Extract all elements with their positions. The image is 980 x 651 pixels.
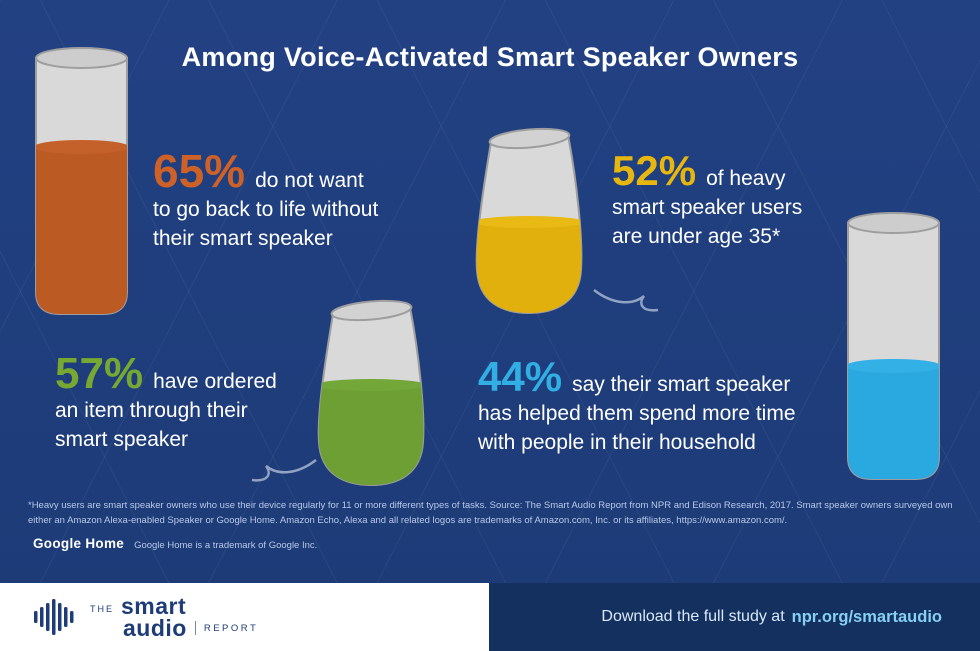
brand-the: THE	[90, 603, 114, 614]
stat-text-line: are under age 35*	[612, 225, 781, 248]
stat-text-line: to go back to life without	[153, 198, 379, 221]
stat-text-line: their smart speaker	[153, 227, 333, 250]
cylinder-speaker-blue-graphic	[847, 212, 940, 480]
stat-text-line: have ordered	[153, 370, 277, 393]
stat-52-percent: 52% of heavy smart speaker users are unde…	[612, 150, 802, 251]
stat-65-percent: 65% do not want to go back to life withou…	[153, 148, 378, 253]
brand-wordmark: THE smart audio REPORT	[90, 592, 259, 641]
stat-text-line: say their smart speaker	[572, 373, 791, 396]
speaker-cord-squiggle	[593, 289, 659, 312]
brand-report: REPORT	[203, 622, 259, 634]
google-home-trademark: Google Home is a trademark of Google Inc…	[134, 540, 318, 551]
brand-smart: smart	[121, 592, 187, 619]
stat-text-line: with people in their household	[478, 431, 756, 454]
stat-percent-value: 65%	[153, 145, 246, 197]
google-home-speaker-green-graphic	[317, 299, 425, 487]
stat-44-percent: 44% say their smart speaker has helped th…	[478, 356, 796, 457]
stat-percent-value: 57%	[55, 349, 144, 398]
cylinder-speaker-blue	[845, 209, 942, 492]
stat-text-line: do not want	[255, 169, 364, 192]
google-home-speaker-yellow-graphic	[475, 127, 583, 315]
stat-text-line: has helped them spend more time	[478, 402, 796, 425]
google-home-speaker-green	[304, 292, 439, 492]
stat-text-line: smart speaker	[55, 428, 189, 451]
stat-text-line: smart speaker users	[612, 196, 803, 219]
footer-brand: THE smart audio REPORT	[0, 583, 489, 651]
download-prefix-text: Download the full study at	[601, 608, 785, 625]
brand-divider	[194, 621, 196, 635]
stat-percent-value: 44%	[478, 353, 563, 400]
google-home-speaker-yellow	[462, 120, 597, 320]
stat-text-line: of heavy	[706, 167, 786, 190]
footer-bar: THE smart audio REPORT Download the full…	[0, 583, 980, 651]
waveform-icon	[34, 599, 74, 635]
footer-download: Download the full study at npr.org/smart…	[489, 583, 980, 651]
footnote-text: *Heavy users are smart speaker owners wh…	[28, 500, 953, 527]
cylinder-speaker-orange	[33, 44, 130, 327]
stat-57-percent: 57% have ordered an item through their sm…	[55, 352, 277, 454]
google-home-attribution: Google Home Google Home is a trademark o…	[33, 536, 317, 551]
brand-audio: audio	[123, 614, 187, 641]
stat-text-line: an item through their	[55, 399, 248, 422]
download-link[interactable]: npr.org/smartaudio	[791, 607, 942, 626]
speaker-cord-squiggle	[251, 459, 317, 482]
poster-background: Among Voice-Activated Smart Speaker Owne…	[0, 0, 980, 583]
infographic-title: Among Voice-Activated Smart Speaker Owne…	[181, 42, 799, 72]
google-home-logo: Google Home	[33, 536, 125, 551]
stat-percent-value: 52%	[612, 147, 697, 194]
cylinder-speaker-orange-graphic	[35, 47, 128, 315]
